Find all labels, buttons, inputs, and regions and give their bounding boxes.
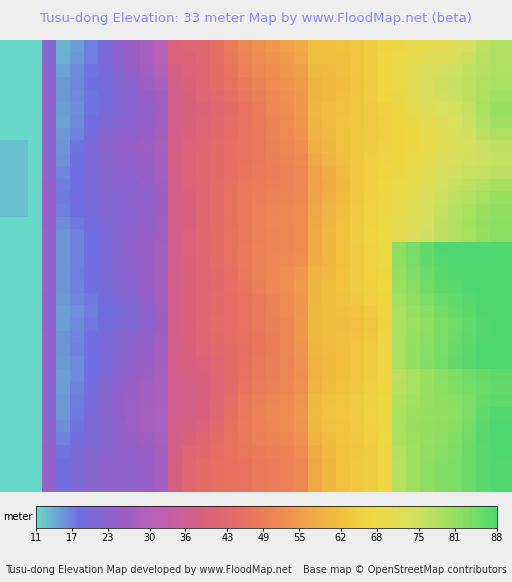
Text: Tusu-dong Elevation Map developed by www.FloodMap.net: Tusu-dong Elevation Map developed by www… bbox=[5, 565, 292, 575]
Text: Base map © OpenStreetMap contributors: Base map © OpenStreetMap contributors bbox=[303, 565, 507, 575]
Text: meter: meter bbox=[4, 512, 33, 523]
Text: Tusu-dong Elevation: 33 meter Map by www.FloodMap.net (beta): Tusu-dong Elevation: 33 meter Map by www… bbox=[40, 12, 472, 26]
